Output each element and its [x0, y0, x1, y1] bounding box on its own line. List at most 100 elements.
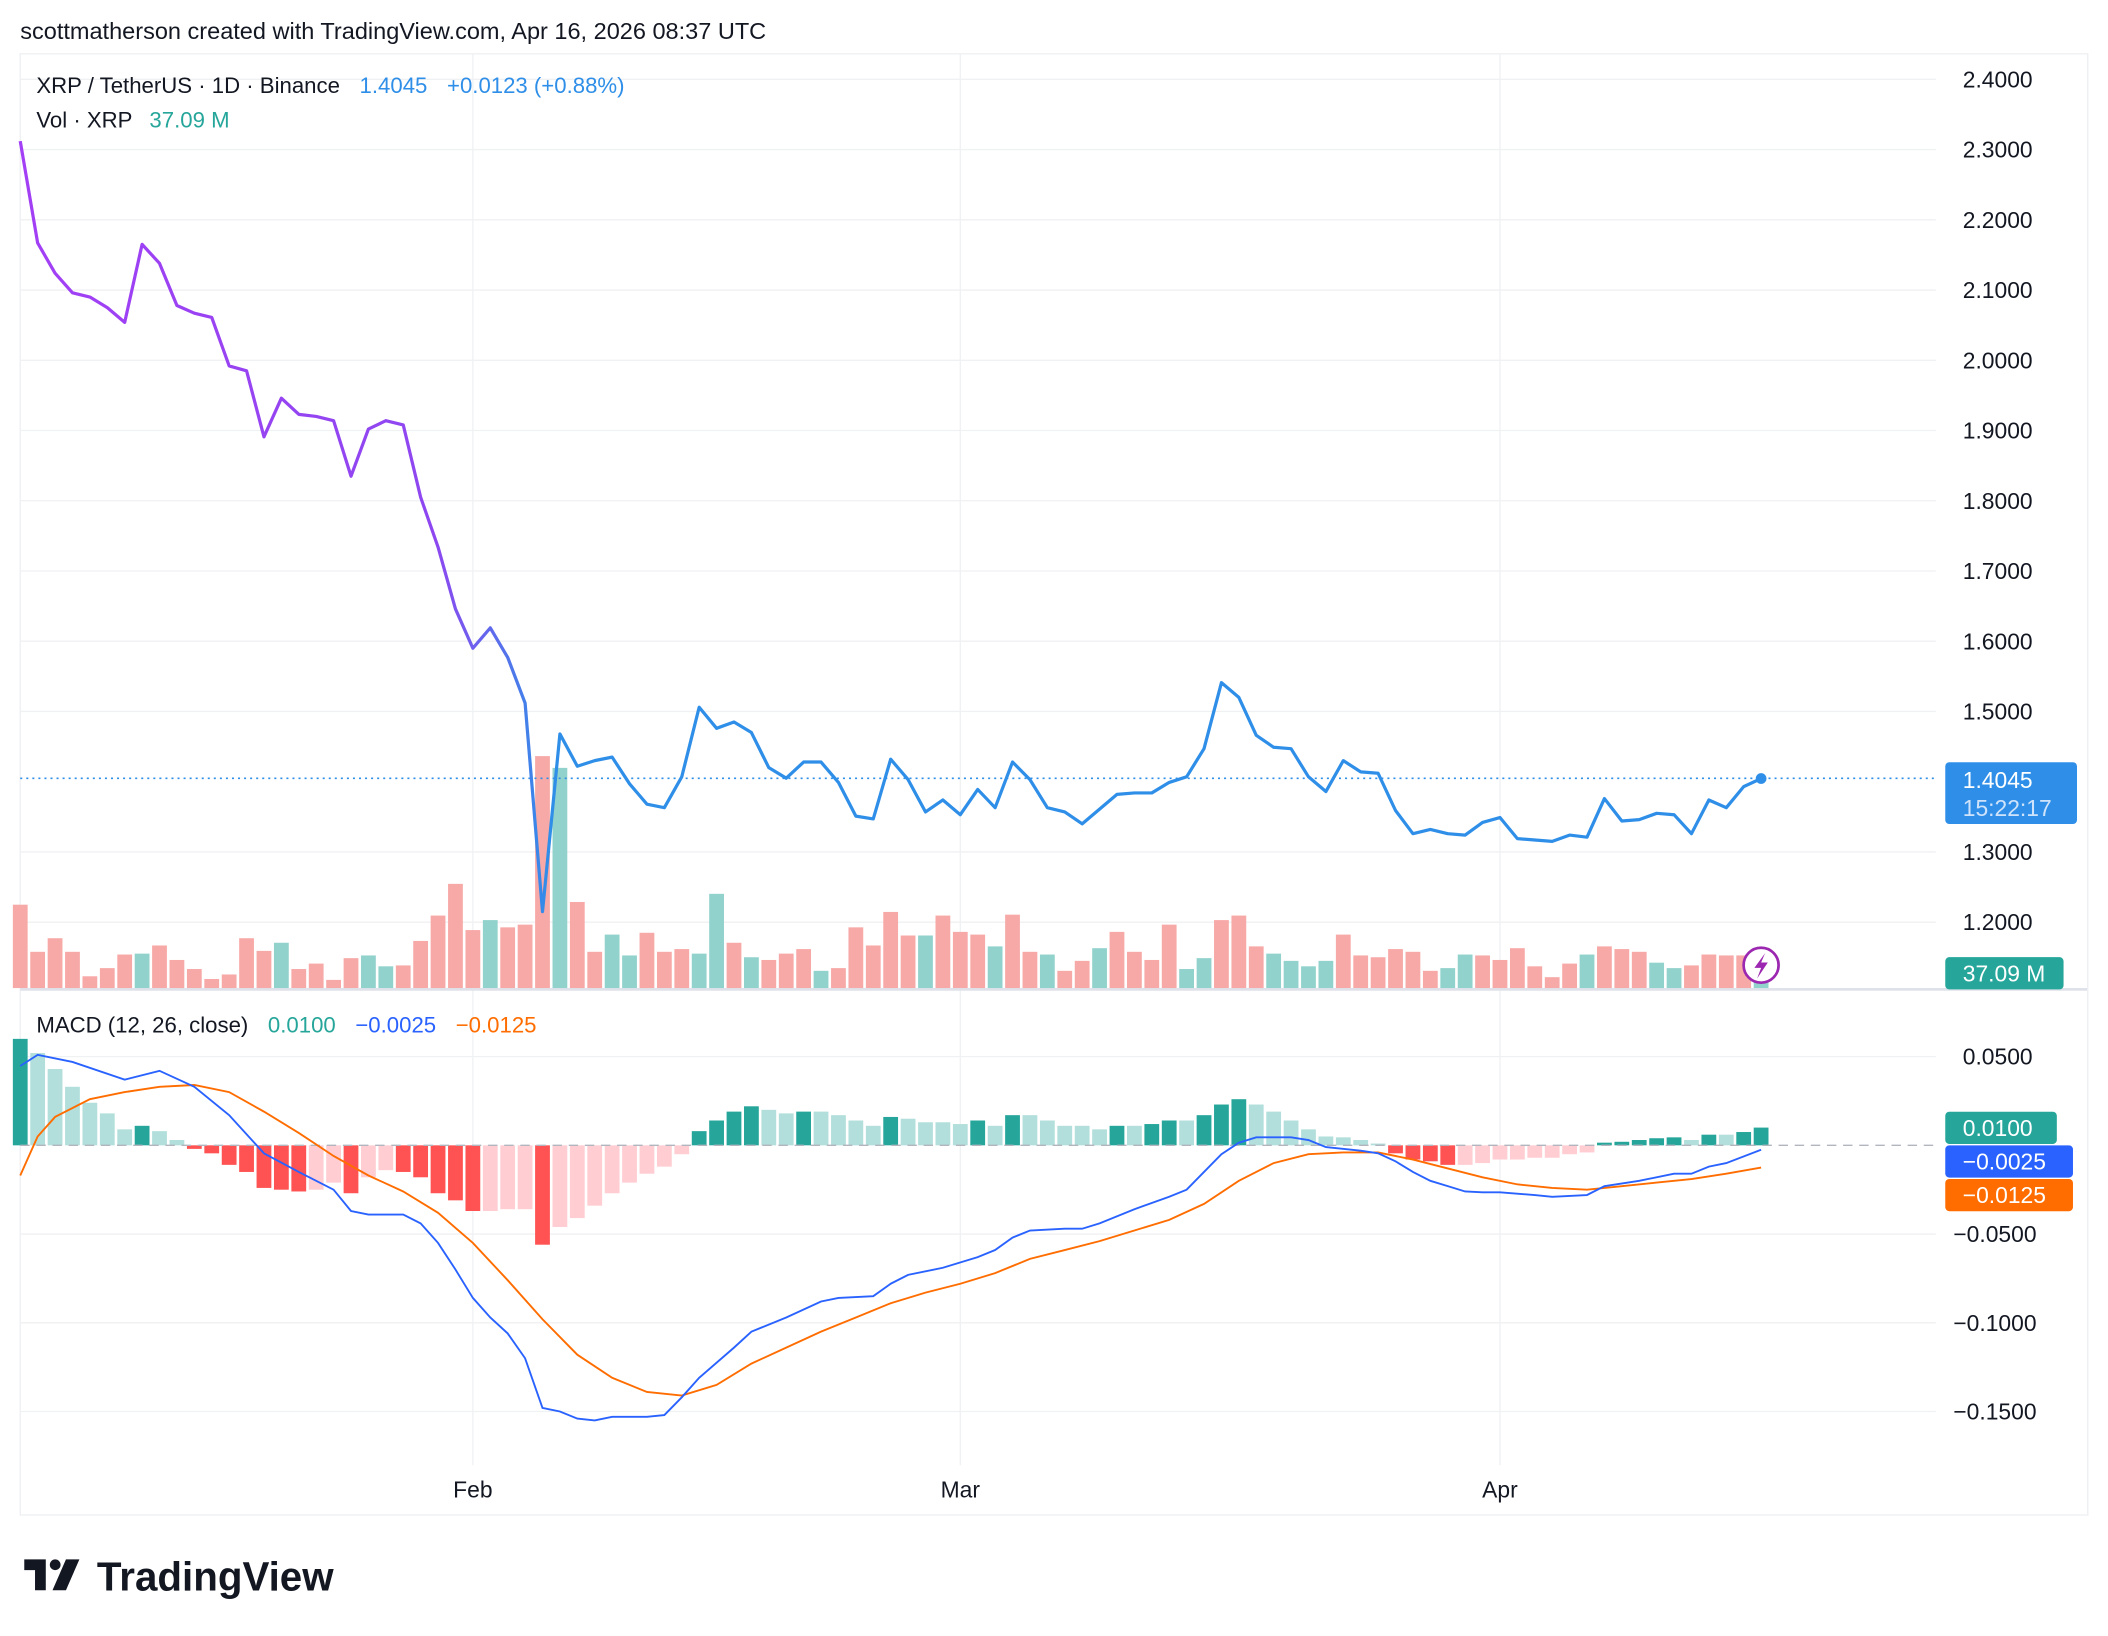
time-tick-label: Feb [453, 1477, 492, 1503]
volume-bar [361, 955, 376, 989]
grid [20, 53, 1936, 1466]
legend-macd-line: −0.0025 [355, 1012, 436, 1037]
volume-bar [1614, 949, 1630, 989]
macd-histogram-bar [1144, 1124, 1160, 1146]
macd-histogram-bar [970, 1120, 986, 1146]
volume-bar [256, 950, 272, 989]
price-tick-label: 1.8000 [1963, 488, 2033, 514]
macd-axis[interactable]: 0.0500 −0.0500 −0.1000 −0.1500 [1953, 1044, 2036, 1425]
volume-bar [831, 968, 846, 989]
lightning-icon[interactable] [1742, 946, 1780, 985]
volume-axis-value: 37.09 M [1963, 960, 2046, 986]
bar-countdown: 15:22:17 [1963, 795, 2052, 821]
macd-histogram-bar [1649, 1138, 1665, 1146]
volume-bar [1492, 959, 1508, 989]
macd-histogram-bar [1005, 1115, 1020, 1146]
price-axis[interactable]: 2.4000 2.3000 2.2000 2.1000 2.0000 1.9000 1.80… [1963, 66, 2033, 935]
macd-histogram-bar [848, 1120, 864, 1146]
volume-bar [883, 911, 899, 989]
macd-histogram-bar [413, 1145, 429, 1178]
volume-bar [1353, 955, 1369, 989]
macd-histogram-bar [273, 1145, 289, 1190]
macd-histogram-bar [82, 1102, 98, 1146]
volume-bar [1248, 946, 1264, 989]
macd-histogram-bar [1527, 1145, 1543, 1158]
volume-bar [1196, 958, 1212, 989]
volume-bar [413, 940, 429, 989]
volume-bar [1092, 948, 1107, 989]
volume-bar [1527, 966, 1543, 989]
macd-histogram-bar [117, 1129, 133, 1146]
macd-histogram-bar [169, 1140, 185, 1146]
macd-histogram-bar [1283, 1120, 1299, 1146]
last-price-label: 1.4045 15:22:17 [1945, 762, 2078, 825]
time-axis[interactable]: Feb Mar Apr [453, 1477, 1518, 1503]
volume-bar [1266, 953, 1282, 989]
macd-histogram-bar [239, 1145, 254, 1172]
macd-histogram-bar [1266, 1111, 1282, 1146]
volume-bar [865, 945, 881, 989]
volume-bar [448, 883, 463, 989]
price-tick-label: 2.4000 [1963, 66, 2033, 92]
legend-macd-label[interactable]: MACD (12, 26, close) [36, 1012, 248, 1037]
volume-bar [500, 927, 516, 989]
volume-bar [796, 949, 812, 989]
macd-histogram-bar [1179, 1120, 1195, 1146]
volume-bar [569, 901, 585, 989]
macd-histogram-bar [1631, 1140, 1647, 1146]
macd-histogram-bar [587, 1145, 603, 1206]
volume-bar [1144, 959, 1160, 989]
volume-bar [239, 938, 254, 989]
macd-histogram-bar [1074, 1125, 1090, 1146]
macd-histogram-bar [1126, 1125, 1142, 1146]
volume-bar [535, 756, 550, 989]
volume-bar [1666, 968, 1682, 989]
volume-bar [152, 945, 167, 989]
macd-tick-label: −0.0500 [1953, 1221, 2036, 1247]
volume-bar [221, 974, 237, 989]
macd-histogram-bar [1684, 1140, 1699, 1146]
legend-symbol[interactable]: XRP / TetherUS · 1D · Binance [36, 73, 340, 98]
volume-bar [99, 968, 115, 989]
macd-tick-label: −0.1000 [1953, 1310, 2036, 1336]
macd-histogram-bar [134, 1125, 150, 1146]
volume-bar [134, 953, 150, 989]
volume-bar [1718, 955, 1734, 989]
legend-macd-signal: −0.0125 [456, 1012, 537, 1037]
macd-histogram-bar [343, 1145, 359, 1194]
macd-histogram-bar [291, 1145, 307, 1192]
volume-bar [117, 954, 133, 989]
volume-bar [273, 942, 289, 989]
macd-histogram-bar [1318, 1136, 1334, 1146]
macd-histogram-bar [465, 1145, 481, 1211]
volume-bar [900, 935, 916, 989]
macd-histogram-bar [517, 1145, 533, 1210]
header-caption: scottmatherson created with TradingView.… [20, 18, 766, 44]
macd-histogram-bar [1614, 1141, 1630, 1146]
volume-axis-label: 37.09 M [1945, 957, 2064, 990]
volume-bar [308, 963, 324, 989]
macd-histogram-bar [1405, 1145, 1421, 1160]
macd-histogram-bar [744, 1106, 759, 1146]
macd-histogram-bar [1562, 1145, 1577, 1155]
macd-histogram-bar [326, 1145, 341, 1183]
macd-line [19, 1053, 1762, 1422]
volume-bar [761, 959, 777, 989]
macd-histogram-bar [1248, 1104, 1264, 1146]
macd-histogram-bar [1457, 1145, 1473, 1165]
volume-bar [1214, 920, 1229, 989]
volume-bar [482, 920, 498, 989]
tradingview-logo[interactable]: TradingView [24, 1553, 334, 1599]
macd-legend: MACD (12, 26, close) 0.0100 −0.0025 −0.0… [36, 1012, 536, 1037]
volume-bar [622, 955, 637, 989]
macd-histogram-bar [361, 1145, 376, 1178]
macd-histogram-bar [1701, 1134, 1717, 1146]
volume-bar [691, 953, 707, 989]
macd-histogram-bar [726, 1111, 742, 1146]
volume-bar [1022, 951, 1038, 989]
volume-bar [1422, 970, 1438, 989]
volume-bar [813, 970, 829, 989]
legend-vol-label[interactable]: Vol · XRP [36, 108, 132, 133]
macd-signal-axis-label: −0.0125 [1945, 1178, 2073, 1212]
